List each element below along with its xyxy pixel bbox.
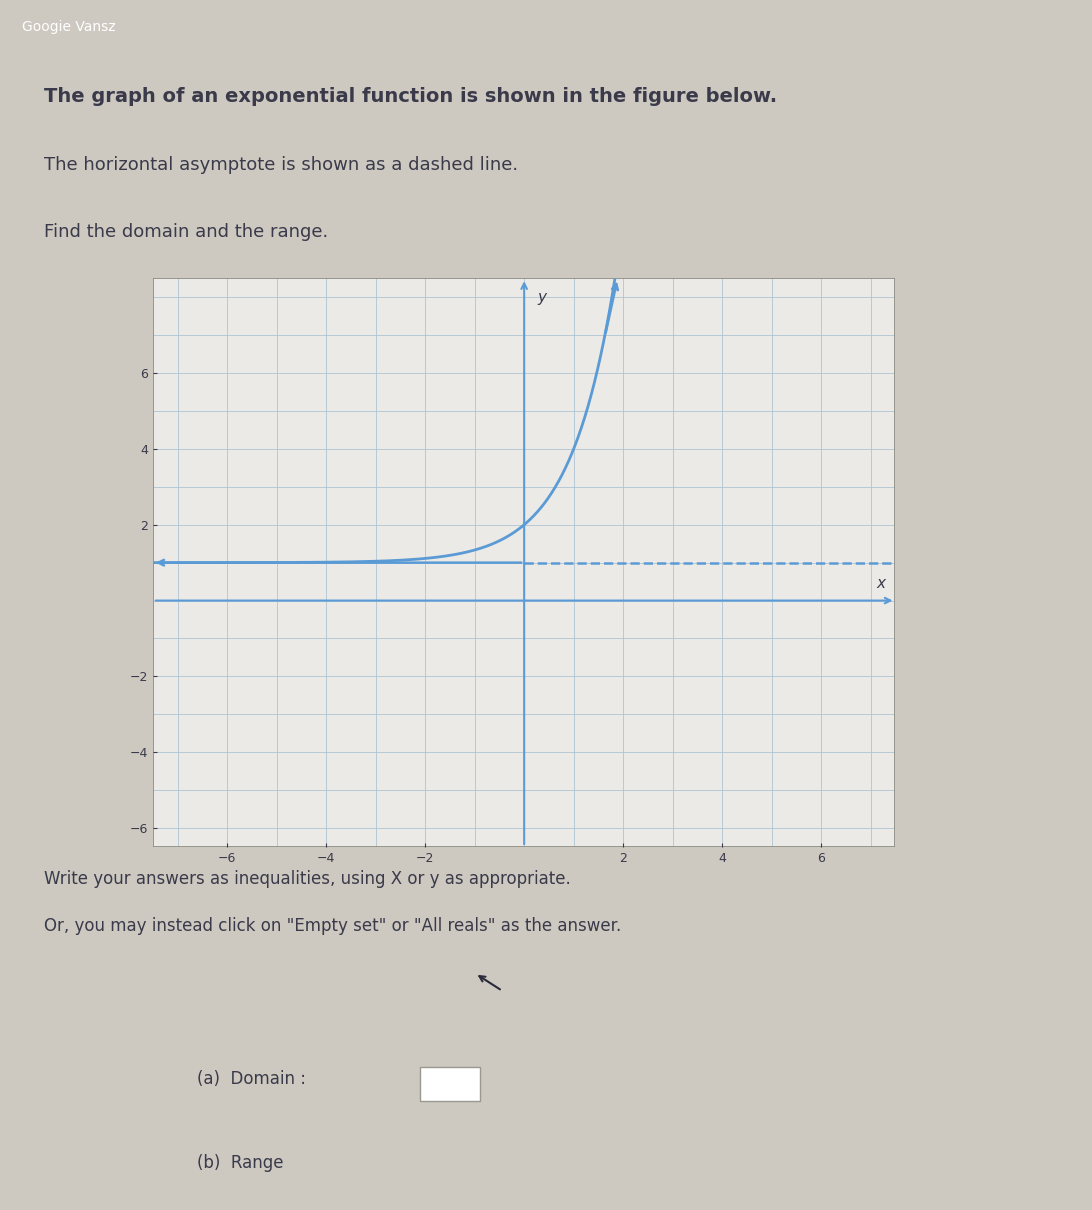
- Text: Googie Vansz: Googie Vansz: [22, 21, 116, 34]
- FancyBboxPatch shape: [420, 1067, 480, 1101]
- Text: x: x: [877, 576, 886, 590]
- Text: y: y: [537, 289, 546, 305]
- Text: Or, you may instead click on "Empty set" or "All reals" as the answer.: Or, you may instead click on "Empty set"…: [44, 917, 621, 935]
- Text: The horizontal asymptote is shown as a dashed line.: The horizontal asymptote is shown as a d…: [44, 156, 518, 173]
- Text: The graph of an exponential function is shown in the figure below.: The graph of an exponential function is …: [44, 87, 776, 106]
- Text: Write your answers as inequalities, using X or y as appropriate.: Write your answers as inequalities, usin…: [44, 870, 570, 888]
- Text: (a)  Domain :: (a) Domain :: [197, 1070, 306, 1088]
- Text: (b)  Range: (b) Range: [197, 1154, 283, 1172]
- Bar: [153, 278, 895, 847]
- Text: Find the domain and the range.: Find the domain and the range.: [44, 224, 328, 241]
